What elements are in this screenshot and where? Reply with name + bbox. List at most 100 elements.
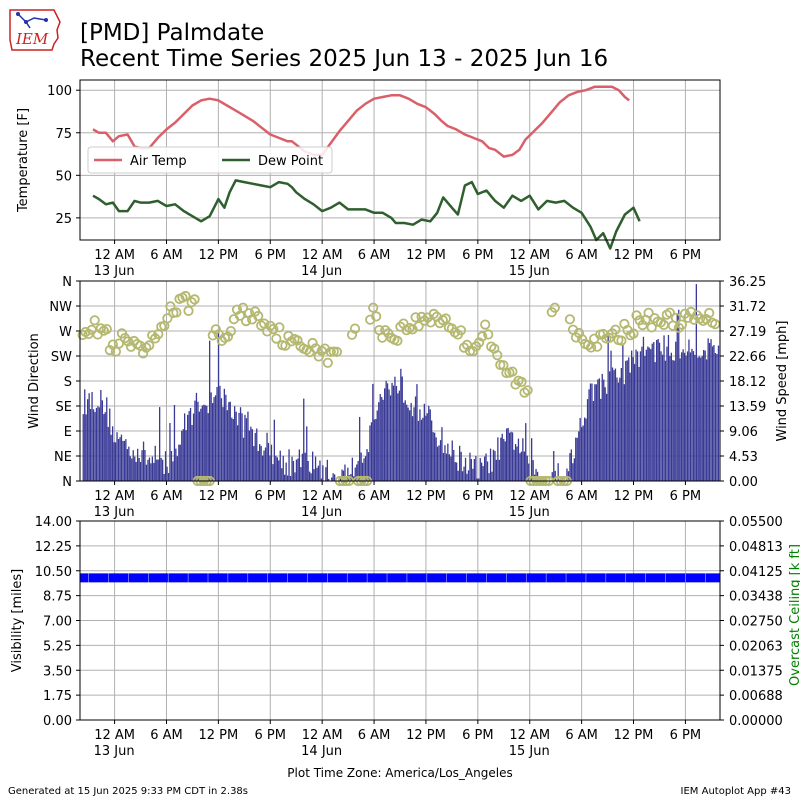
wind-speed-bar	[601, 373, 603, 481]
wind-speed-bar	[262, 455, 264, 481]
wind-speed-bar	[400, 368, 402, 481]
wind-speed-bar	[91, 392, 93, 481]
wind-speed-bar	[231, 417, 233, 481]
y-tick-label: 8.75	[43, 590, 72, 605]
wind-speed-bar	[95, 407, 98, 481]
wind-speed-bar	[609, 371, 611, 481]
wind-speed-bar	[112, 426, 114, 481]
wind-speed-bar	[676, 314, 678, 481]
wind-speed-bar	[554, 470, 556, 481]
wind-speed-bar	[472, 468, 474, 481]
wind-speed-bar	[176, 456, 178, 481]
y2-tick-label: 0.05500	[729, 515, 783, 530]
wind-speed-bar	[247, 411, 249, 481]
wind-speed-bar	[395, 386, 398, 481]
wind-speed-bar	[656, 340, 658, 481]
wind-speed-bar	[658, 342, 661, 481]
wind-direction-point	[210, 324, 221, 335]
wind-speed-bar	[422, 417, 424, 481]
wind-speed-bar	[194, 400, 196, 481]
wind-speed-bar	[229, 401, 231, 481]
x-tick-label: 12 PM	[199, 248, 239, 263]
wind-speed-bar	[714, 353, 717, 481]
x-tick-label: 6 AM	[565, 728, 598, 743]
wind-direction-point	[413, 321, 424, 332]
legend-box	[87, 146, 333, 174]
wind-speed-bar	[460, 451, 462, 481]
wind-speed-bar	[520, 451, 522, 481]
wind-speed-bar	[573, 458, 575, 481]
wind-speed-bar	[494, 450, 496, 481]
wind-speed-bar	[403, 402, 405, 481]
wind-speed-bar	[295, 459, 298, 481]
x-tick-date-label: 14 Jun	[301, 744, 342, 759]
wind-speed-bar	[694, 354, 696, 481]
wind-speed-bar	[614, 368, 617, 481]
wind-speed-bar	[567, 471, 570, 481]
wind-speed-bar	[135, 461, 137, 481]
x-tick-label: 12 PM	[199, 489, 239, 504]
y2-tick-label: 31.72	[729, 300, 766, 315]
wind-speed-bar	[629, 372, 631, 481]
wind-speed-bar	[525, 423, 527, 481]
wind-speed-bar	[589, 383, 592, 481]
wind-direction-point	[89, 315, 100, 326]
wind-speed-bar	[391, 382, 393, 481]
wind-speed-bar	[570, 449, 572, 481]
y-tick-label: 0.00	[43, 714, 72, 729]
wind-speed-bar	[591, 383, 593, 481]
wind-speed-bar	[644, 356, 646, 481]
wind-speed-bar	[432, 432, 434, 481]
wind-speed-bar	[119, 437, 121, 481]
wind-speed-bar	[453, 450, 455, 481]
wind-speed-bar	[219, 385, 221, 481]
visibility-band	[80, 573, 720, 583]
wind-speed-bar	[388, 389, 390, 481]
wind-speed-bar	[166, 466, 168, 481]
wind-speed-bar	[392, 385, 395, 481]
y-tick-label: 5.25	[43, 639, 72, 654]
wind-speed-bar	[256, 428, 258, 481]
wind-direction-point	[610, 324, 621, 335]
wind-speed-bar	[354, 467, 356, 481]
wind-speed-bar	[279, 450, 281, 481]
y-tick-label: 75	[55, 127, 72, 142]
wind-speed-bar	[370, 422, 373, 481]
wind-speed-bar	[435, 437, 437, 481]
wind-speed-bar	[429, 409, 431, 481]
wind-direction-point	[419, 315, 430, 326]
wind-speed-bar	[204, 405, 206, 481]
wind-direction-point	[440, 313, 451, 324]
wind-speed-bar	[301, 453, 303, 481]
wind-speed-bar	[511, 432, 514, 481]
wind-direction-point	[180, 290, 191, 302]
wind-direction-point	[101, 323, 112, 335]
x-tick-label: 6 AM	[358, 489, 391, 504]
wind-direction-point	[710, 318, 721, 330]
wind-speed-bar	[357, 460, 359, 481]
wind-direction-point	[307, 337, 318, 349]
wind-speed-bar	[260, 445, 262, 481]
wind-speed-bar	[132, 450, 134, 481]
wind-speed-bar	[200, 408, 202, 481]
wind-speed-bar	[519, 453, 521, 481]
wind-direction-point	[480, 319, 491, 330]
y-tick-label: 12.25	[35, 540, 72, 555]
wind-speed-bar	[497, 437, 499, 481]
x-tick-label: 6 PM	[255, 248, 286, 263]
x-tick-label: 12 AM	[94, 489, 135, 504]
wind-speed-bar	[297, 458, 299, 481]
wind-direction-point	[676, 319, 688, 330]
wind-speed-bar	[611, 367, 614, 481]
logo-text: IEM	[15, 30, 49, 48]
wind-speed-bar	[313, 469, 315, 481]
wind-direction-point	[455, 325, 467, 336]
wind-speed-bar	[125, 439, 127, 481]
wind-speed-bar	[87, 399, 89, 481]
wind-direction-point	[368, 302, 379, 313]
y-tick-label: 25	[55, 212, 72, 227]
y-tick-label: NW	[49, 300, 72, 315]
wind-speed-bar	[514, 444, 517, 481]
wind-speed-bar	[663, 335, 665, 481]
